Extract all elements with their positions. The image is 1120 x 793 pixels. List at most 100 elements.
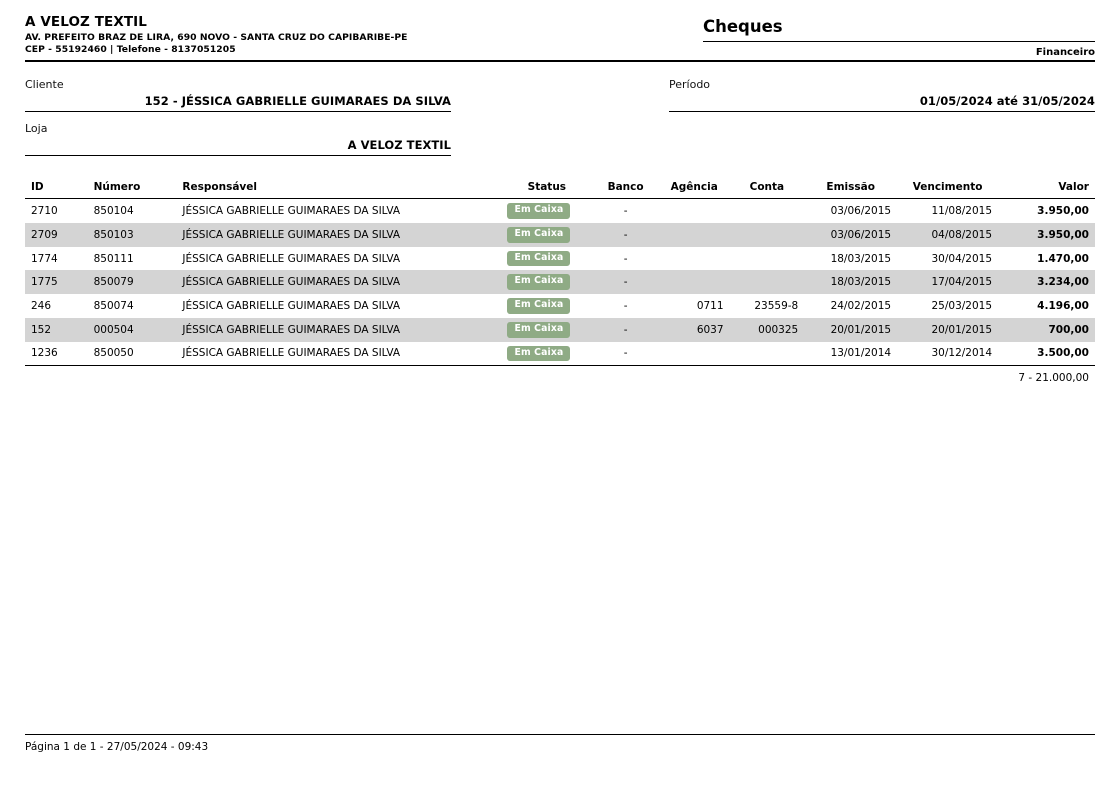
status-badge: Em Caixa <box>507 203 571 220</box>
cell-emissao: 18/03/2015 <box>830 252 892 265</box>
cell-responsavel: JÉSSICA GABRIELLE GUIMARAES DA SILVA <box>182 205 401 218</box>
cell-agencia <box>659 199 730 223</box>
table-row[interactable]: 1774 850111 JÉSSICA GABRIELLE GUIMARAES DA… <box>25 247 1095 271</box>
cell-status: Em Caixa <box>501 270 592 294</box>
company-info: A VELOZ TEXTIL AV. PREFEITO BRAZ DE LIRA… <box>25 14 408 56</box>
table-row[interactable]: 152 000504 JÉSSICA GABRIELLE GUIMARAES DA … <box>25 317 1095 342</box>
cell-agencia: 0711 <box>696 299 724 312</box>
cell-status: Em Caixa <box>501 294 592 318</box>
loja-value: A VELOZ TEXTIL <box>347 138 451 153</box>
cell-banco: - <box>623 299 628 312</box>
page-title: Cheques <box>703 17 1095 42</box>
table-row[interactable]: 2710 850104 JÉSSICA GABRIELLE GUIMARAES DA… <box>25 199 1095 223</box>
status-badge: Em Caixa <box>507 274 571 291</box>
cell-numero: 850050 <box>87 341 177 367</box>
cell-vencimento: 11/08/2015 <box>931 205 993 218</box>
column-header-responsavel: Responsável <box>176 178 502 200</box>
loja-label: Loja <box>25 122 48 136</box>
cell-valor: 4.196,00 <box>1037 299 1089 312</box>
cell-agencia <box>659 270 730 294</box>
cell-responsavel: JÉSSICA GABRIELLE GUIMARAES DA SILVA <box>182 323 401 336</box>
column-header-valor: Valor <box>998 178 1095 200</box>
cell-responsavel: JÉSSICA GABRIELLE GUIMARAES DA SILVA <box>176 341 502 367</box>
status-badge: Em Caixa <box>507 345 571 362</box>
cell-vencimento: 04/08/2015 <box>931 228 993 241</box>
cell-valor: 1.470,00 <box>1037 252 1089 265</box>
cell-emissao: 18/03/2015 <box>830 276 892 289</box>
status-badge: Em Caixa <box>507 250 571 267</box>
table-row[interactable]: 2709 850103 JÉSSICA GABRIELLE GUIMARAES DA… <box>25 223 1095 247</box>
cell-vencimento: 17/04/2015 <box>931 276 993 289</box>
cell-numero: 850104 <box>93 205 134 218</box>
column-header-agencia: Agência <box>658 178 730 200</box>
column-header-banco: Banco <box>592 178 659 200</box>
cheques-table: ID Número Responsável Status Banco Agênc… <box>25 178 1095 367</box>
cell-id: 2709 <box>31 228 58 241</box>
cell-valor: 3.950,00 <box>1037 205 1089 218</box>
column-header-vencimento: Vencimento <box>897 178 999 200</box>
cheques-table-wrapper: ID Número Responsável Status Banco Agênc… <box>25 178 1095 384</box>
column-header-emissao: Emissão <box>804 178 898 200</box>
cell-vencimento: 25/03/2015 <box>931 299 993 312</box>
table-row[interactable]: 246 850074 JÉSSICA GABRIELLE GUIMARAES DA … <box>25 294 1095 318</box>
cell-emissao: 20/01/2015 <box>830 323 892 336</box>
column-header-status: Status <box>501 178 593 200</box>
cell-agencia <box>658 341 730 367</box>
cell-id: 2710 <box>31 205 58 218</box>
cell-agencia <box>659 223 730 247</box>
table-row[interactable]: 1775 850079 JÉSSICA GABRIELLE GUIMARAES DA… <box>25 270 1095 295</box>
page-footer: Página 1 de 1 - 27/05/2024 - 09:43 <box>25 734 1095 753</box>
filters-left-column: Cliente 152 - JÉSSICA GABRIELLE GUIMARAE… <box>25 78 451 166</box>
cell-conta <box>729 341 805 367</box>
column-header-conta: Conta <box>729 178 805 200</box>
field-cliente: Cliente 152 - JÉSSICA GABRIELLE GUIMARAE… <box>25 78 451 113</box>
table-row[interactable]: 1236 850050 JÉSSICA GABRIELLE GUIMARAES DA… <box>25 341 1095 367</box>
cell-emissao: 13/01/2014 <box>804 341 898 367</box>
title-block: Cheques Financeiro <box>643 14 1095 58</box>
cell-id: 1774 <box>31 252 58 265</box>
cell-valor: 700,00 <box>1048 323 1089 336</box>
column-header-id: ID <box>25 178 88 200</box>
cell-id: 152 <box>31 323 52 336</box>
table-body: 2710 850104 JÉSSICA GABRIELLE GUIMARAES DA… <box>25 199 1095 367</box>
cell-id: 1236 <box>25 341 88 367</box>
status-badge: Em Caixa <box>507 298 571 314</box>
cell-status: Em Caixa <box>501 223 592 247</box>
document-header: A VELOZ TEXTIL AV. PREFEITO BRAZ DE LIRA… <box>25 0 1095 62</box>
cell-status: Em Caixa <box>501 341 593 367</box>
cell-banco: - <box>623 252 628 265</box>
cell-responsavel: JÉSSICA GABRIELLE GUIMARAES DA SILVA <box>182 252 401 265</box>
cell-emissao: 24/02/2015 <box>830 299 892 312</box>
cell-banco: - <box>623 205 628 218</box>
cell-vencimento: 20/01/2015 <box>931 323 993 336</box>
status-badge: Em Caixa <box>507 227 571 243</box>
company-contact: CEP - 55192460 | Telefone - 8137051205 <box>25 43 236 55</box>
cell-numero: 850074 <box>93 299 134 312</box>
cell-conta: 23559-8 <box>754 299 799 312</box>
cell-responsavel: JÉSSICA GABRIELLE GUIMARAES DA SILVA <box>182 228 401 241</box>
cliente-label: Cliente <box>25 78 64 91</box>
cell-emissao: 03/06/2015 <box>830 205 892 218</box>
cell-agencia: 6037 <box>696 323 724 336</box>
cell-status: Em Caixa <box>501 247 592 271</box>
cell-conta <box>730 247 805 271</box>
cell-status: Em Caixa <box>501 318 592 342</box>
table-header-row: ID Número Responsável Status Banco Agênc… <box>25 178 1095 200</box>
company-address: AV. PREFEITO BRAZ DE LIRA, 690 NOVO - SA… <box>25 31 408 43</box>
cell-id: 246 <box>31 299 52 312</box>
cell-numero: 850079 <box>93 276 134 289</box>
cell-vencimento: 30/04/2015 <box>931 252 993 265</box>
cell-valor: 3.234,00 <box>1037 276 1089 289</box>
cell-responsavel: JÉSSICA GABRIELLE GUIMARAES DA SILVA <box>182 299 401 312</box>
cell-status: Em Caixa <box>501 199 592 223</box>
cell-banco: - <box>623 323 628 336</box>
cell-id: 1775 <box>31 276 58 289</box>
cell-emissao: 03/06/2015 <box>830 228 892 241</box>
field-loja: Loja A VELOZ TEXTIL <box>25 122 451 157</box>
cell-responsavel: JÉSSICA GABRIELLE GUIMARAES DA SILVA <box>182 276 401 289</box>
cell-conta <box>730 270 805 294</box>
cell-vencimento: 30/12/2014 <box>897 341 999 367</box>
table-totals: 7 - 21.000,00 <box>1018 372 1089 385</box>
cell-numero: 850111 <box>93 252 134 265</box>
